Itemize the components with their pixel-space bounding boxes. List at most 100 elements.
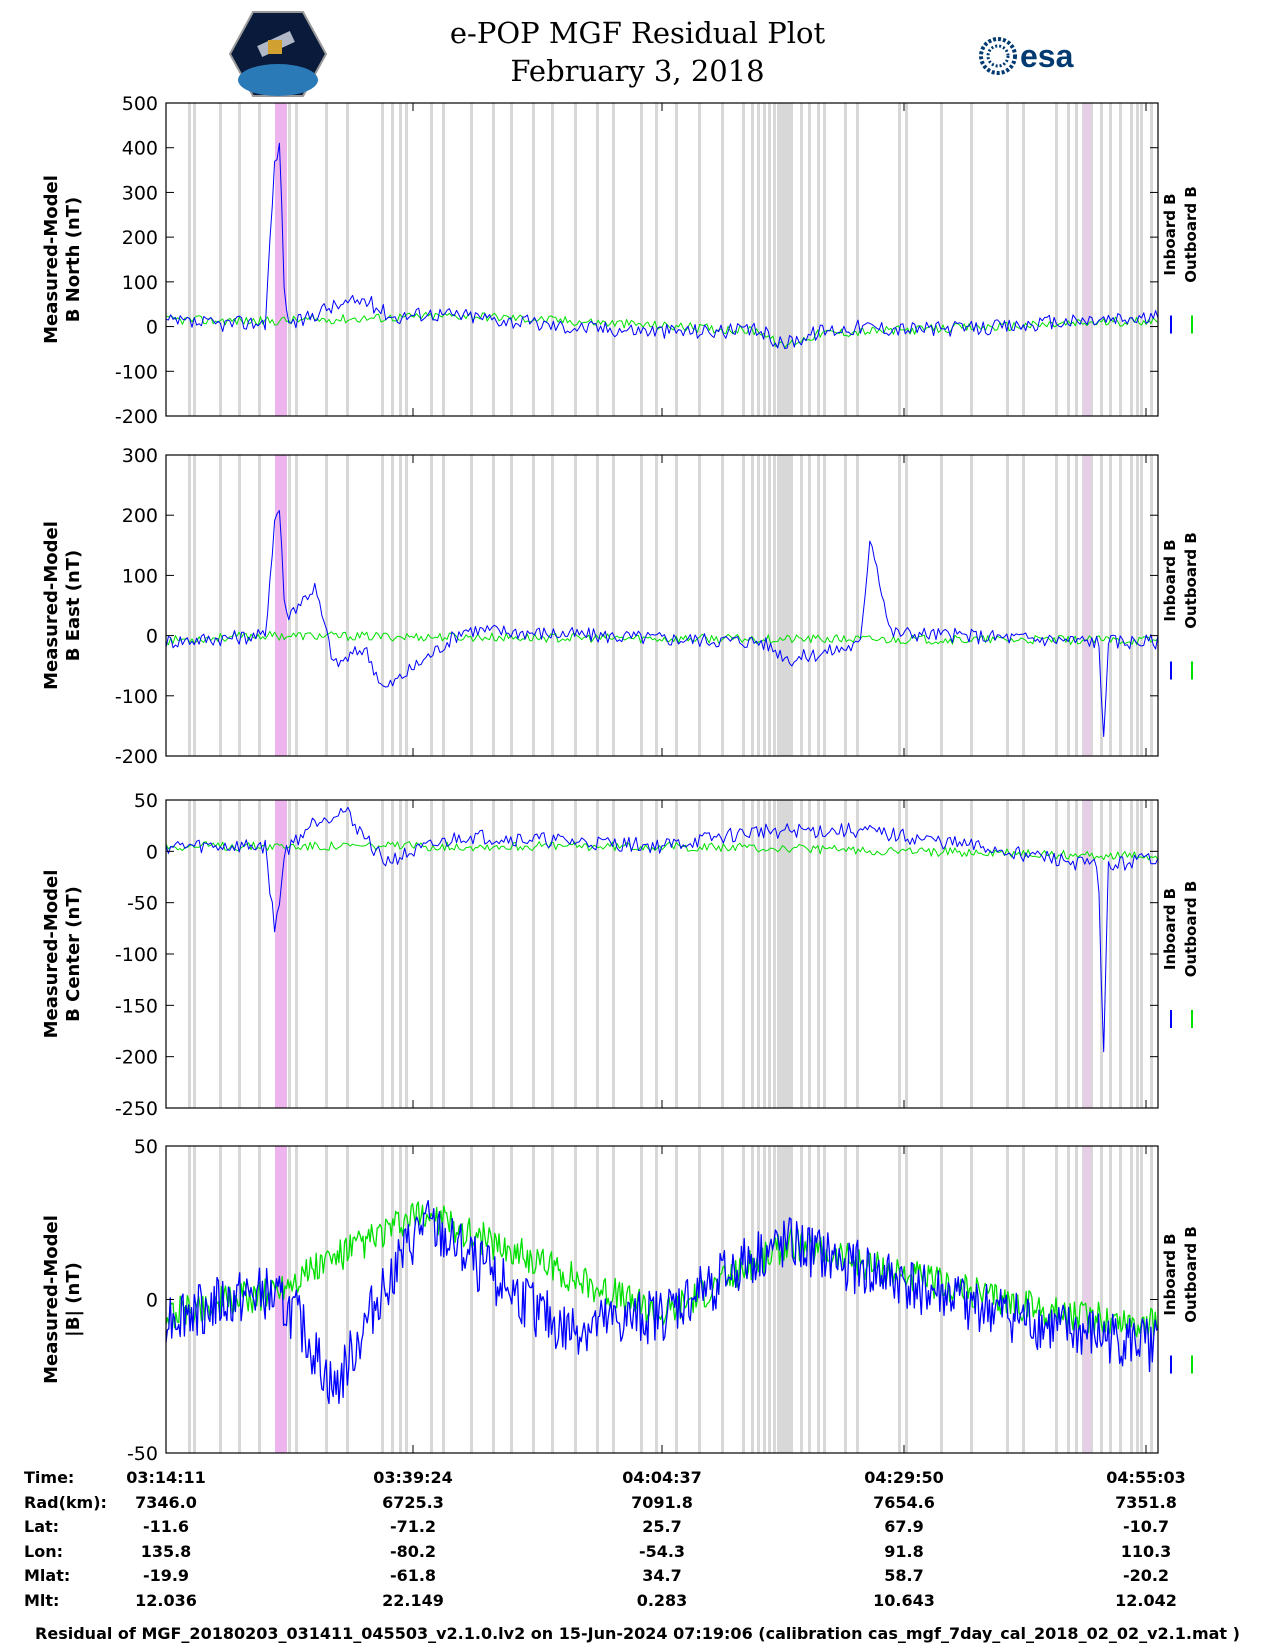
cassiope-logo-icon — [228, 11, 328, 97]
info-cell-lat: -10.7 — [1122, 1517, 1170, 1536]
data-gap-band — [1130, 1146, 1133, 1453]
data-gap-band — [391, 800, 394, 1108]
y-tick-label: -100 — [115, 944, 158, 966]
legend-entry: Inboard B — [1161, 539, 1179, 621]
y-tick-label: 0 — [146, 317, 158, 339]
data-gap-band — [532, 455, 535, 756]
data-gap-band — [612, 103, 615, 416]
data-gap-band — [325, 103, 328, 416]
legend-entry: Outboard B — [1182, 186, 1200, 283]
data-gap-band — [1130, 103, 1133, 416]
data-gap-band — [742, 1146, 745, 1453]
data-gap-band — [1006, 800, 1009, 1108]
y-tick-label: -50 — [127, 893, 158, 915]
legend-entry: Outboard B — [1182, 1226, 1200, 1323]
series-line-inboard — [165, 142, 1159, 350]
data-gap-band — [751, 800, 754, 1108]
y-tick-label: -200 — [115, 746, 158, 768]
data-gap-band — [698, 455, 701, 756]
y-axis-label: B North (nT) — [63, 197, 84, 323]
data-gap-band — [800, 103, 803, 416]
y-tick-label: -100 — [115, 361, 158, 383]
data-gap-band — [777, 1146, 793, 1453]
data-gap-band — [768, 455, 771, 756]
data-gap-band — [470, 103, 473, 416]
data-gap-band — [751, 1146, 754, 1453]
data-gap-band — [346, 800, 349, 1108]
esa-logo-icon: esa — [979, 37, 1074, 75]
data-gap-band — [800, 455, 803, 756]
data-gap-band — [844, 455, 847, 756]
data-gap-band — [295, 800, 298, 1108]
data-gap-band — [898, 455, 901, 756]
y-axis-label: |B| (nT) — [63, 1262, 84, 1337]
data-gap-band — [1075, 1146, 1078, 1453]
info-cell-mlt: 0.283 — [636, 1590, 688, 1610]
data-gap-band — [970, 103, 973, 416]
plot-frame — [165, 102, 1159, 417]
data-gap-band — [596, 103, 599, 416]
data-gap-band — [777, 103, 793, 416]
data-gap-band — [1055, 800, 1058, 1108]
info-cell-mlt: 12.036 — [135, 1590, 197, 1610]
data-gap-band — [1109, 103, 1112, 416]
y-tick-label: 300 — [122, 445, 158, 467]
data-gap-band — [510, 800, 513, 1108]
plot-frame — [165, 454, 1159, 757]
data-gap-band — [1090, 455, 1093, 756]
data-gap-band — [905, 103, 908, 416]
data-gap-band — [751, 455, 754, 756]
data-gap-band — [325, 455, 328, 756]
data-gap-band — [800, 800, 803, 1108]
data-gap-band — [698, 800, 701, 1108]
data-gap-band — [1109, 800, 1112, 1108]
data-gap-band — [1022, 800, 1025, 1108]
series-line-outboard — [165, 630, 1159, 646]
data-gap-band — [188, 800, 191, 1108]
info-cell-lon: 91.8 — [884, 1541, 924, 1561]
data-gap-band — [470, 1146, 473, 1453]
data-gap-band — [940, 800, 943, 1108]
data-gap-band — [381, 103, 384, 416]
data-gap-band — [574, 1146, 577, 1453]
data-gap-band — [295, 103, 298, 416]
data-gap-band — [288, 800, 291, 1108]
legend-entry: Outboard B — [1182, 881, 1200, 978]
data-gap-band — [777, 800, 793, 1108]
panel-1: 500 400 300 200 100 0 -100 -200 Measured-Model B … — [41, 93, 1200, 428]
data-gap-band — [817, 800, 820, 1108]
info-cell-lon: -80.2 — [389, 1541, 437, 1561]
data-gap-band — [856, 455, 859, 756]
data-gap-band — [188, 103, 191, 416]
y-tick-label: -200 — [115, 406, 158, 428]
data-gap-band — [532, 800, 535, 1108]
info-cell-mlat: -61.8 — [389, 1566, 437, 1585]
data-gap-band — [1055, 103, 1058, 416]
footer-caption: Residual of MGF_20180203_031411_045503_v… — [35, 1624, 1240, 1643]
y-tick-label: -100 — [115, 686, 158, 708]
info-cell-time: 03:39:24 — [373, 1468, 453, 1487]
data-gap-band — [442, 1146, 445, 1453]
data-gap-band — [492, 455, 495, 756]
info-cell-time: 03:14:11 — [126, 1468, 206, 1487]
data-gap-band — [757, 1146, 760, 1453]
data-gap-band — [399, 103, 402, 416]
info-cell-mlat: 34.7 — [642, 1566, 682, 1585]
info-cell-time: 04:04:37 — [622, 1468, 702, 1487]
data-gap-band — [742, 800, 745, 1108]
data-gap-band — [1006, 103, 1009, 416]
data-gap-band — [1136, 1146, 1139, 1453]
data-gap-band — [1067, 455, 1070, 756]
data-gap-band — [399, 455, 402, 756]
data-gap-band — [768, 800, 771, 1108]
y-tick-label: 0 — [146, 841, 158, 863]
data-gap-band — [721, 103, 724, 416]
info-cell-rad: 6725.3 — [382, 1492, 444, 1512]
info-row-label: Mlat: — [24, 1566, 71, 1585]
data-gap-band — [346, 1146, 349, 1453]
data-gap-band — [1150, 103, 1153, 416]
data-gap-band — [405, 800, 408, 1108]
highlight-band — [1083, 455, 1091, 756]
info-cell-lat: -11.6 — [142, 1517, 190, 1536]
